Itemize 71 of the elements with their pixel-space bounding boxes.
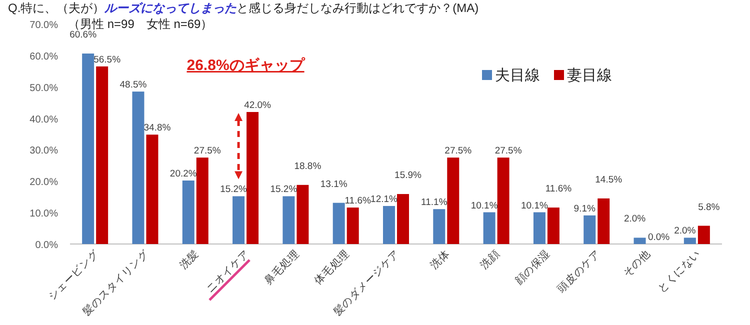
- bar: [146, 134, 158, 244]
- x-tick-label: 洗体: [428, 246, 452, 272]
- data-label: 9.1%: [574, 203, 596, 214]
- bar: [246, 112, 259, 244]
- data-label: 18.8%: [294, 160, 322, 172]
- bar: [634, 238, 646, 244]
- data-label: 14.5%: [595, 174, 623, 186]
- y-tick-label: 10.0%: [30, 208, 58, 220]
- data-label: 20.2%: [170, 168, 198, 180]
- bar: [598, 198, 610, 244]
- annotation: 26.8%のギャップ: [186, 57, 306, 74]
- x-tick-label: 顔の保湿: [512, 246, 553, 288]
- data-label: 10.1%: [470, 200, 498, 212]
- x-tick-label: 体毛処理: [312, 246, 352, 288]
- data-label: 0.0%: [648, 232, 670, 243]
- data-label: 60.6%: [70, 30, 98, 41]
- x-tick-label: 頭皮のケア: [554, 246, 603, 296]
- bar: [282, 196, 295, 244]
- data-label: 48.5%: [120, 80, 148, 91]
- bar: [584, 215, 596, 244]
- data-label: 27.5%: [194, 146, 222, 157]
- data-label: 11.1%: [421, 197, 448, 208]
- data-label: 42.0%: [244, 100, 272, 111]
- y-tick-label: 60.0%: [30, 51, 58, 62]
- bar: [232, 196, 245, 244]
- bar: [447, 158, 460, 244]
- data-label: 2.0%: [624, 214, 646, 225]
- bar: [497, 158, 510, 244]
- data-label: 27.5%: [494, 146, 522, 157]
- data-label: 56.5%: [94, 54, 122, 66]
- bar: [483, 212, 496, 244]
- legend-label: 夫目線: [495, 67, 540, 84]
- bar: [433, 209, 446, 244]
- y-tick-label: 50.0%: [30, 82, 58, 94]
- x-tick-label: ニオイケア: [204, 248, 252, 296]
- data-label: 10.1%: [520, 200, 548, 212]
- y-tick-label: 70.0%: [30, 20, 58, 31]
- data-label: 11.6%: [344, 196, 372, 207]
- data-label: 34.8%: [144, 122, 172, 134]
- y-tick-label: 30.0%: [30, 146, 58, 157]
- bar: [132, 92, 144, 244]
- bar: [82, 54, 94, 244]
- chart-title: Q.特に、（夫が）ルーズになってしまったと感じる身だしなみ行動はどれですか？(MA): [8, 1, 479, 15]
- x-tick-label: 洗顔: [478, 246, 502, 272]
- data-label: 11.6%: [545, 184, 572, 195]
- x-tick-label: 鼻毛処理: [262, 246, 302, 288]
- x-tick-label: 洗髪: [176, 246, 202, 272]
- data-label: 13.1%: [320, 178, 348, 190]
- bar: [397, 194, 409, 244]
- bar: [547, 208, 560, 244]
- x-tick-label: その他: [621, 248, 653, 280]
- data-label: 5.8%: [698, 202, 720, 213]
- data-label: 27.5%: [444, 146, 472, 157]
- bar: [684, 238, 696, 244]
- data-label: 2.0%: [674, 226, 696, 237]
- bar: [698, 226, 710, 244]
- bar: [332, 202, 345, 244]
- bar: [182, 180, 194, 244]
- x-tick-label: とくにない: [656, 248, 704, 296]
- chart-subtitle: （男性 n=99 女性 n=69）: [68, 17, 213, 31]
- y-tick-label: 20.0%: [30, 177, 58, 188]
- bar: [346, 208, 359, 244]
- bar: [533, 212, 546, 244]
- bar: [296, 184, 309, 244]
- data-label: 15.9%: [394, 170, 422, 182]
- y-tick-label: 40.0%: [30, 114, 58, 126]
- y-tick-label: 0.0%: [35, 240, 58, 251]
- bar: [196, 158, 208, 244]
- bar: [383, 206, 395, 244]
- legend-label: 妻目線: [567, 67, 612, 84]
- bar: [96, 66, 108, 244]
